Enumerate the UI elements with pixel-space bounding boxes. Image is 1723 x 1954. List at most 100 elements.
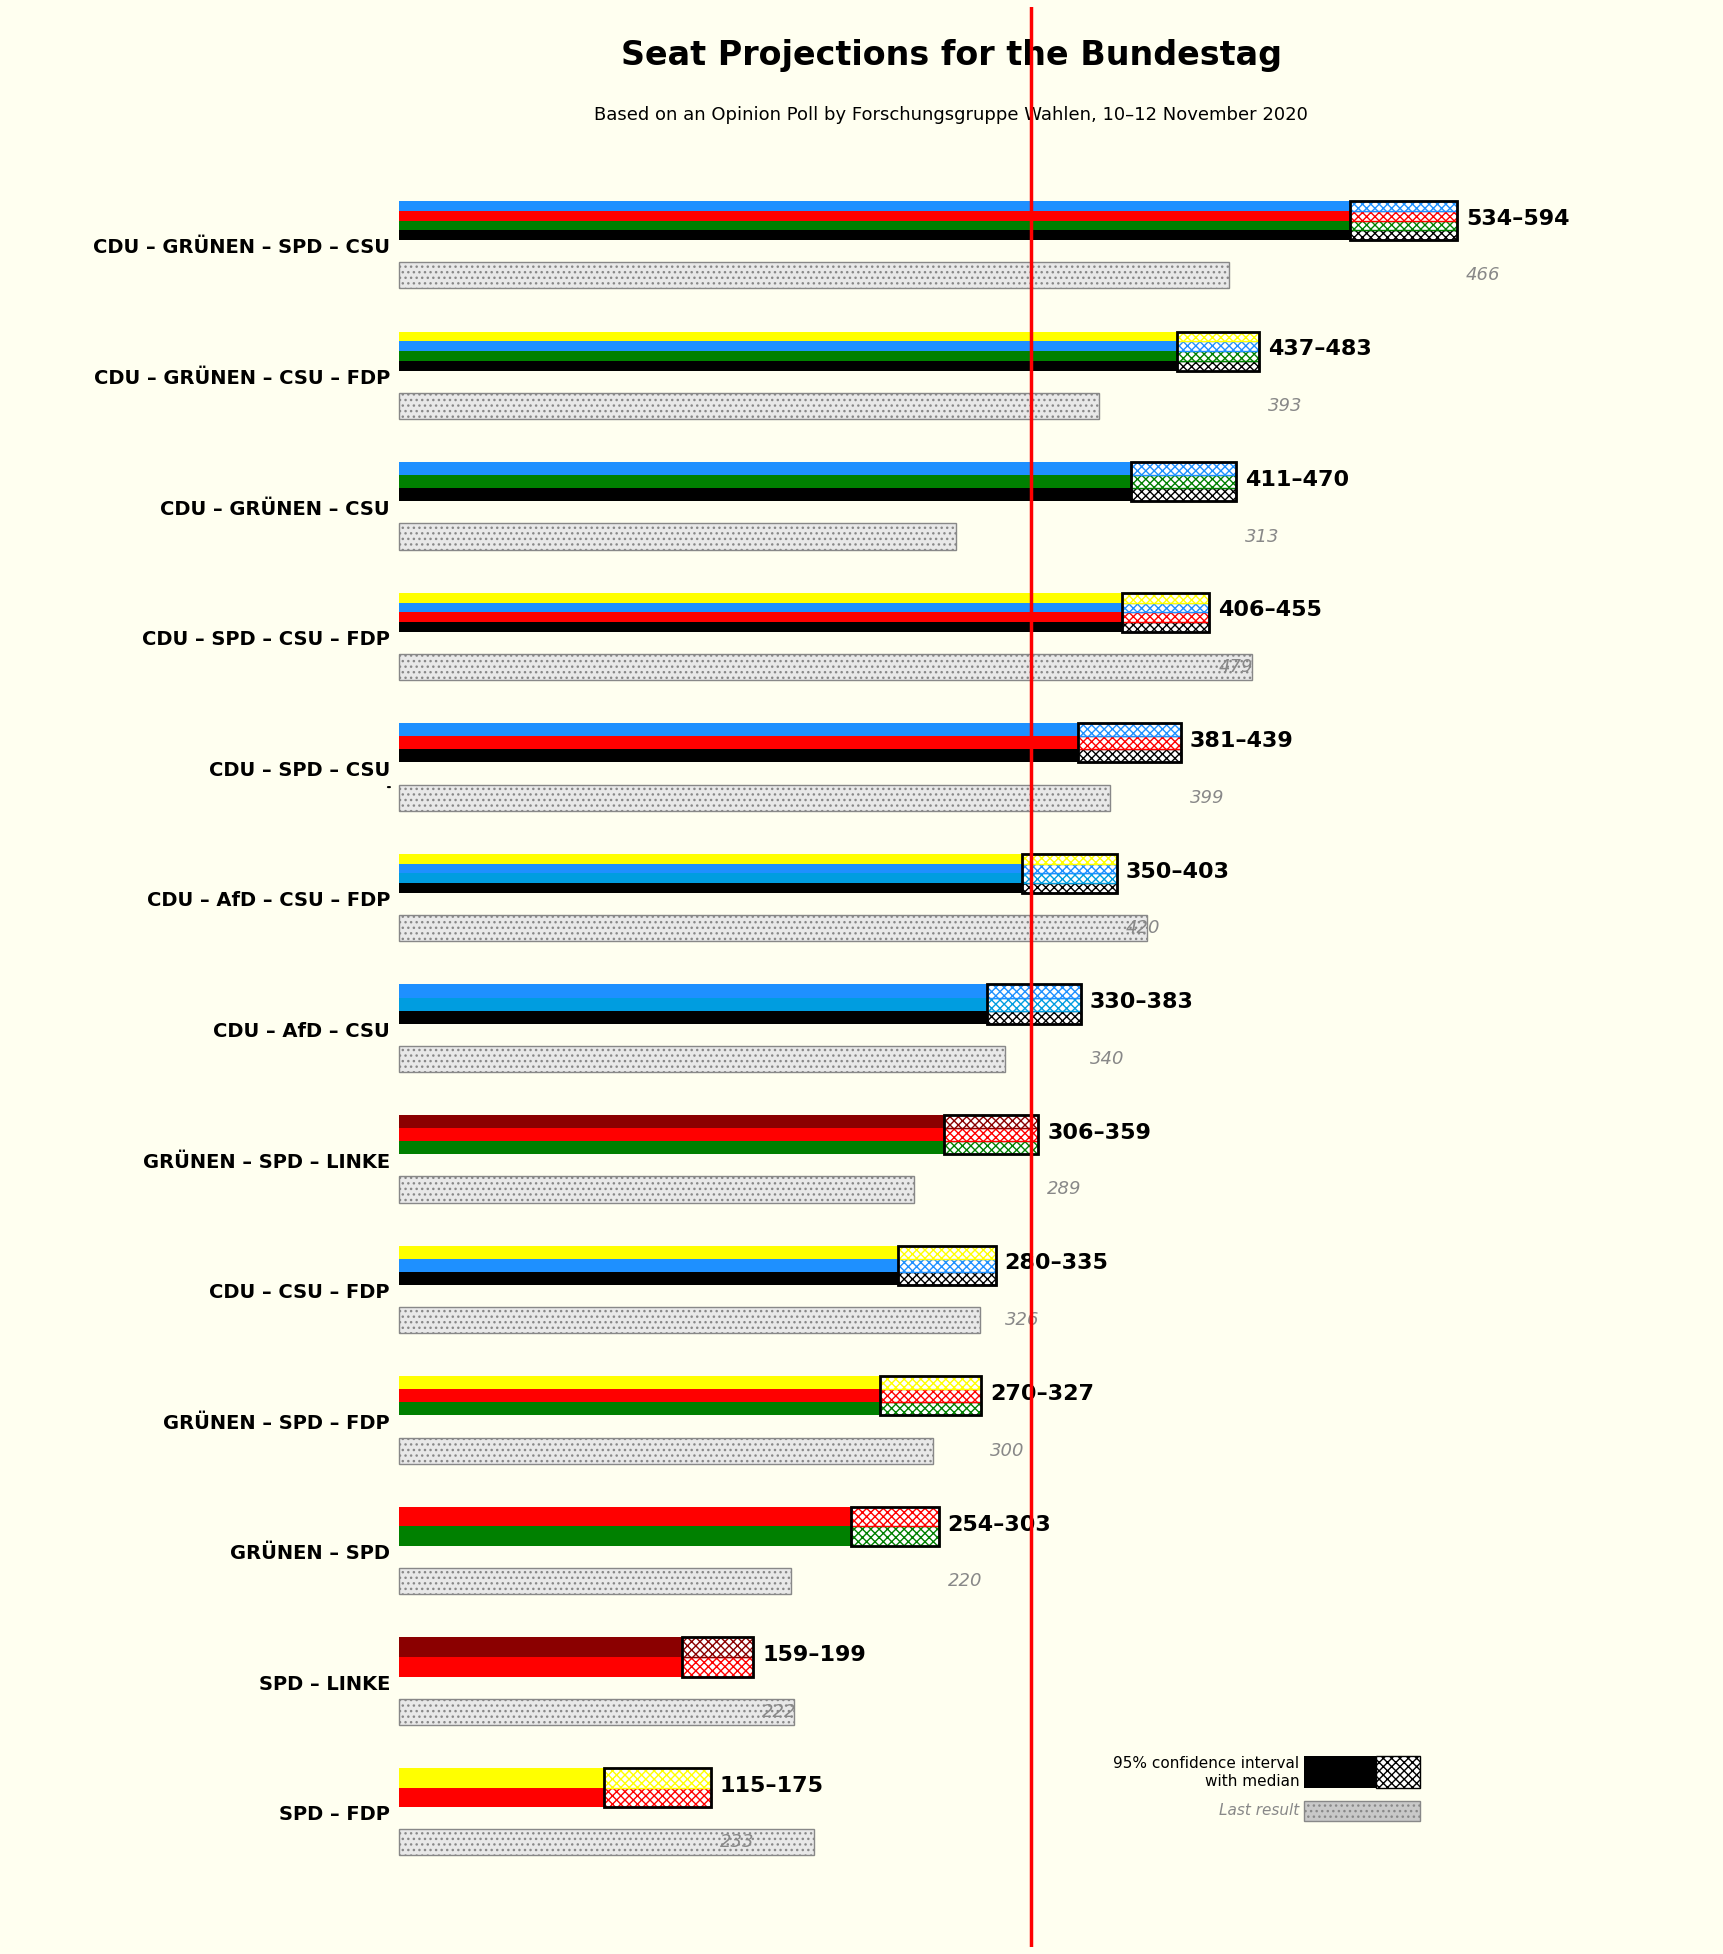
Bar [398, 1788, 603, 1807]
Bar [398, 723, 1077, 737]
Bar [986, 1010, 1080, 1024]
Bar [851, 1507, 937, 1526]
Bar [398, 914, 1146, 942]
Bar [398, 1657, 682, 1677]
Bar [398, 998, 986, 1010]
Bar [398, 1507, 851, 1526]
Bar [398, 393, 1098, 418]
Text: 270–327: 270–327 [989, 1383, 1094, 1403]
Bar [398, 1768, 603, 1788]
Bar [398, 1141, 944, 1155]
Bar [1122, 592, 1208, 602]
Bar [398, 1010, 986, 1024]
Text: 393: 393 [1268, 397, 1303, 414]
Text: 381–439: 381–439 [1189, 731, 1292, 750]
Bar [398, 332, 1177, 342]
Bar [398, 1389, 879, 1403]
Bar [398, 342, 1177, 352]
Bar [879, 1389, 980, 1403]
Bar [898, 1245, 994, 1258]
Text: CDU – AfD – CSU – FDP: CDU – AfD – CSU – FDP [146, 891, 389, 911]
Text: Seat Projections for the Bundestag: Seat Projections for the Bundestag [620, 39, 1280, 72]
Bar [398, 352, 1177, 361]
Bar [898, 1245, 994, 1286]
Text: 534–594: 534–594 [1465, 209, 1568, 229]
Bar [398, 1698, 794, 1725]
Bar [986, 985, 1080, 1024]
Bar [1177, 332, 1258, 342]
Text: 220: 220 [948, 1573, 982, 1591]
Bar [1122, 602, 1208, 612]
Bar [398, 873, 1022, 883]
Bar [1122, 621, 1208, 631]
Bar [398, 655, 1251, 680]
Text: 115–175: 115–175 [718, 1776, 824, 1796]
Bar [1177, 361, 1258, 371]
Text: 313: 313 [1244, 528, 1278, 545]
Bar [1349, 201, 1456, 240]
Text: SPD – FDP: SPD – FDP [279, 1805, 389, 1825]
Bar [1022, 873, 1117, 883]
Bar [398, 737, 1077, 750]
Bar [398, 1258, 898, 1272]
Text: 233: 233 [718, 1833, 753, 1850]
Text: 411–470: 411–470 [1244, 469, 1349, 490]
Text: 326: 326 [1005, 1311, 1039, 1329]
Bar [851, 1526, 937, 1546]
Bar [1304, 1802, 1420, 1821]
Bar [1122, 612, 1208, 621]
Bar [398, 883, 1022, 893]
Bar [398, 854, 1022, 864]
Bar [398, 1829, 813, 1856]
Bar [398, 1403, 879, 1415]
Bar [398, 864, 1022, 873]
Bar [398, 621, 1122, 631]
Bar [1349, 221, 1456, 231]
Text: 330–383: 330–383 [1089, 993, 1194, 1012]
Text: 399: 399 [1189, 789, 1223, 807]
Bar [398, 524, 956, 549]
Bar [879, 1376, 980, 1415]
Bar [603, 1768, 710, 1788]
Bar [398, 1698, 794, 1725]
Bar [398, 602, 1122, 612]
Bar [1022, 854, 1117, 893]
Bar [398, 1637, 682, 1657]
Bar [1077, 723, 1180, 737]
Text: 437–483: 437–483 [1268, 340, 1372, 360]
Bar [398, 1176, 913, 1202]
Bar [398, 361, 1177, 371]
Bar [398, 1376, 879, 1389]
Bar [398, 1176, 913, 1202]
Bar [398, 231, 1349, 240]
Text: CDU – SPD – CSU – FDP: CDU – SPD – CSU – FDP [141, 631, 389, 649]
Bar [398, 262, 1228, 289]
Text: CDU – GRÜNEN – CSU: CDU – GRÜNEN – CSU [160, 500, 389, 518]
Text: CDU – AfD – CSU: CDU – AfD – CSU [214, 1022, 389, 1041]
Bar [398, 786, 1110, 811]
Bar [944, 1141, 1037, 1155]
Text: 222: 222 [762, 1702, 796, 1721]
Bar [986, 998, 1080, 1010]
Bar [1077, 723, 1180, 762]
Text: CDU – SPD – CSU: CDU – SPD – CSU [208, 760, 389, 780]
Bar [398, 524, 956, 549]
Bar [398, 221, 1349, 231]
Bar [1130, 463, 1235, 475]
Bar [1304, 1757, 1375, 1788]
Bar [398, 1569, 791, 1594]
Bar [1177, 332, 1258, 371]
Bar [944, 1127, 1037, 1141]
Bar [1349, 201, 1456, 211]
Bar [1077, 750, 1180, 762]
Bar [1130, 475, 1235, 488]
Text: 289: 289 [1046, 1180, 1080, 1198]
Bar [682, 1637, 753, 1677]
Text: GRÜNEN – SPD: GRÜNEN – SPD [229, 1544, 389, 1563]
Bar [398, 262, 1228, 289]
Text: 306–359: 306–359 [1046, 1124, 1151, 1143]
Bar [398, 655, 1251, 680]
Bar [398, 1245, 898, 1258]
Bar [1177, 342, 1258, 352]
Bar [851, 1507, 937, 1546]
